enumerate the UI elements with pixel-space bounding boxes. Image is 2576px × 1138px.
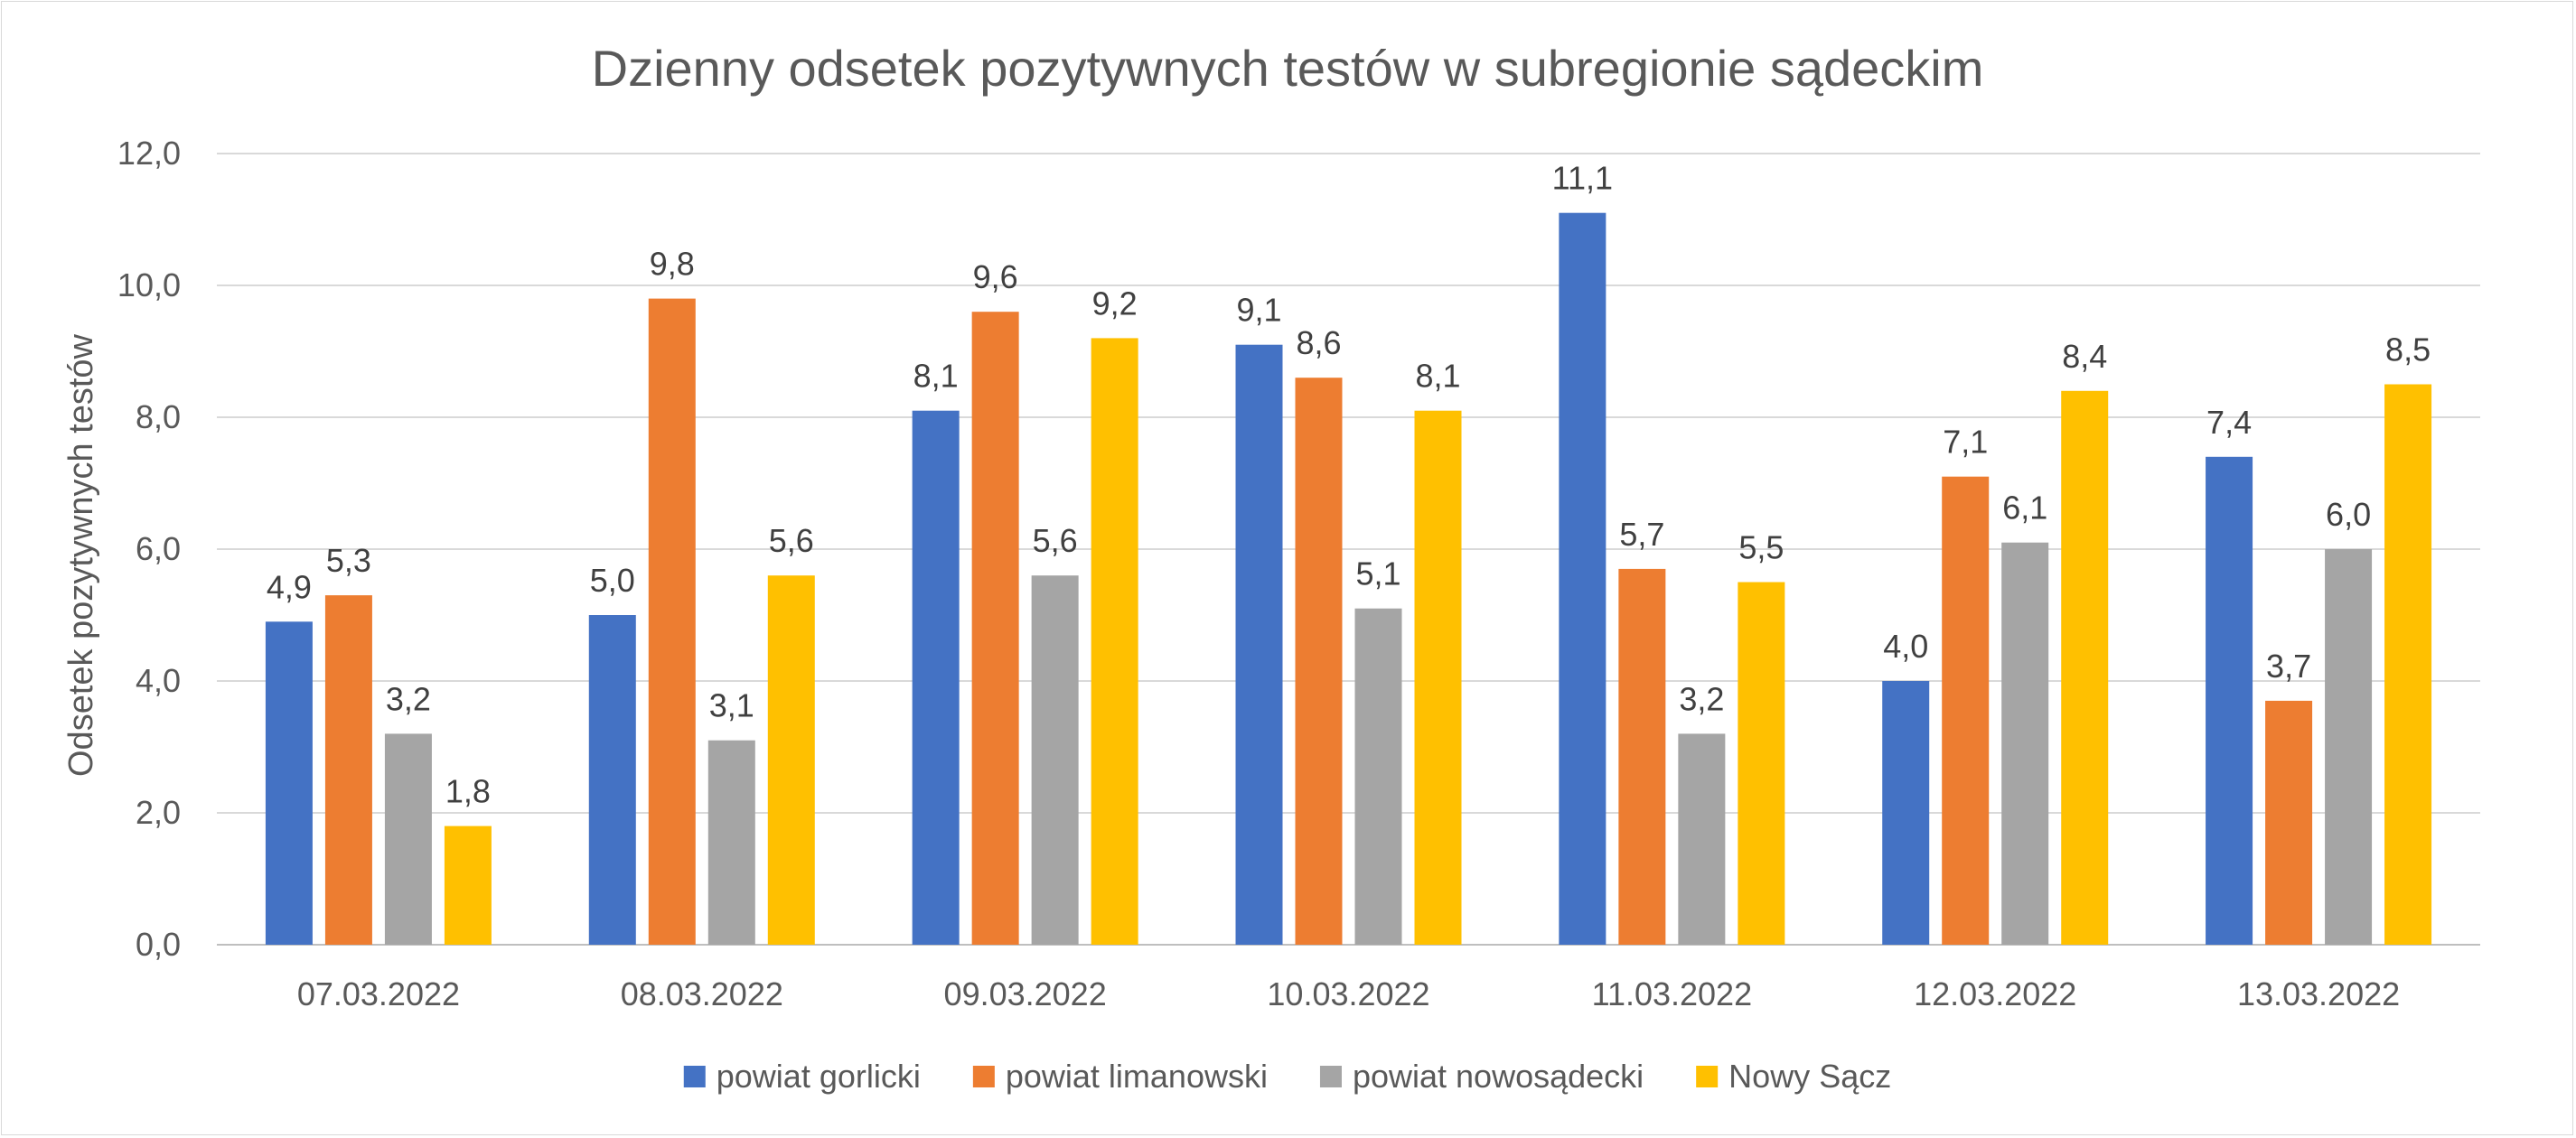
x-tick-label: 08.03.2022 (621, 975, 783, 1012)
bar-value-label: 9,2 (1092, 284, 1138, 322)
bar (1882, 681, 1930, 945)
bar-value-label: 6,0 (2326, 496, 2371, 533)
bar (912, 410, 960, 945)
bar (1414, 410, 1462, 945)
bar (767, 575, 815, 945)
bar (1354, 608, 1402, 945)
legend: powiat gorlicki powiat limanowski powiat n… (683, 1058, 1891, 1095)
bar (1031, 575, 1079, 945)
x-tick-label: 13.03.2022 (2237, 975, 2400, 1012)
y-tick-label: 6,0 (136, 530, 181, 567)
bar-value-label: 5,7 (1619, 516, 1664, 553)
y-tick-label: 10,0 (117, 266, 181, 303)
bar-value-label: 7,4 (2206, 404, 2252, 441)
bar (2384, 384, 2432, 945)
y-axis-label: Odsetek pozytywnych testów (62, 333, 100, 777)
bar (971, 312, 1019, 945)
bar-value-label: 8,1 (1415, 358, 1460, 395)
bar-value-label: 5,1 (1355, 555, 1400, 592)
bar-value-label: 1,8 (445, 773, 491, 810)
x-axis-ticks: 07.03.2022 08.03.2022 09.03.2022 10.03.2022… (297, 975, 2400, 1012)
bar (2325, 549, 2373, 945)
legend-label: Nowy Sącz (1728, 1058, 1891, 1095)
bar-value-label: 8,5 (2385, 331, 2431, 368)
bar-value-label: 5,6 (769, 522, 814, 559)
bar-value-label: 9,8 (650, 246, 695, 283)
data-labels: 4,9 5,3 3,2 1,8 5,0 9,8 3,1 5,6 8,1 9,6 5,6 9,2 9,1 8… (267, 160, 2431, 810)
legend-swatch (972, 1066, 995, 1087)
bar-value-label: 6,1 (2002, 490, 2047, 527)
bar (2061, 390, 2109, 945)
bar (324, 595, 372, 945)
bar (2001, 542, 2049, 945)
bar (707, 740, 755, 945)
legend-swatch (683, 1066, 706, 1087)
x-tick-label: 11.03.2022 (1592, 975, 1753, 1012)
bar-value-label: 9,1 (1236, 292, 1281, 329)
x-tick-label: 07.03.2022 (297, 975, 460, 1012)
bar-value-label: 4,9 (267, 568, 312, 605)
bar (444, 826, 492, 945)
bar (648, 298, 696, 946)
bar (1678, 733, 1726, 945)
bar-value-label: 11,1 (1552, 160, 1613, 197)
bar (1942, 476, 1990, 945)
bar-value-label: 5,3 (326, 542, 371, 579)
bar (2265, 700, 2313, 945)
bar (1295, 378, 1343, 945)
bar (588, 615, 636, 945)
bar-value-label: 4,0 (1883, 628, 1928, 665)
legend-label: powiat nowosądecki (1353, 1058, 1644, 1095)
y-tick-label: 2,0 (136, 794, 181, 831)
bar (1091, 338, 1138, 945)
bar-value-label: 3,1 (709, 687, 754, 724)
x-tick-label: 10.03.2022 (1267, 975, 1429, 1012)
bar-value-label: 9,6 (973, 258, 1018, 295)
bar-value-label: 8,6 (1296, 324, 1341, 361)
bar (1559, 212, 1606, 945)
x-tick-label: 12.03.2022 (1914, 975, 2076, 1012)
y-tick-label: 0,0 (136, 926, 181, 963)
bar (2206, 456, 2253, 945)
bar (1738, 582, 1785, 945)
bar-value-label: 8,4 (2062, 338, 2107, 375)
x-tick-label: 09.03.2022 (944, 975, 1107, 1012)
y-tick-label: 12,0 (117, 135, 181, 172)
bar-value-label: 5,0 (590, 562, 635, 599)
bar-value-label: 3,7 (2266, 648, 2311, 685)
bar-value-label: 5,5 (1738, 529, 1784, 566)
bar (265, 621, 313, 945)
bar (384, 733, 432, 945)
legend-label: powiat limanowski (1006, 1058, 1268, 1095)
bar (1618, 568, 1666, 945)
bar-value-label: 3,2 (1679, 680, 1724, 717)
bar-value-label: 5,6 (1033, 522, 1078, 559)
bars (265, 212, 2432, 946)
bar-value-label: 3,2 (386, 680, 431, 717)
legend-swatch (1319, 1066, 1342, 1087)
y-tick-label: 4,0 (136, 662, 181, 699)
legend-swatch (1696, 1066, 1719, 1087)
chart-title: Dzienny odsetek pozytywnych testów w sub… (592, 40, 1984, 97)
y-tick-label: 8,0 (136, 398, 181, 435)
bar-value-label: 7,1 (1943, 424, 1988, 461)
bar (1235, 344, 1283, 945)
legend-label: powiat gorlicki (717, 1058, 921, 1095)
bar-value-label: 8,1 (913, 358, 959, 395)
